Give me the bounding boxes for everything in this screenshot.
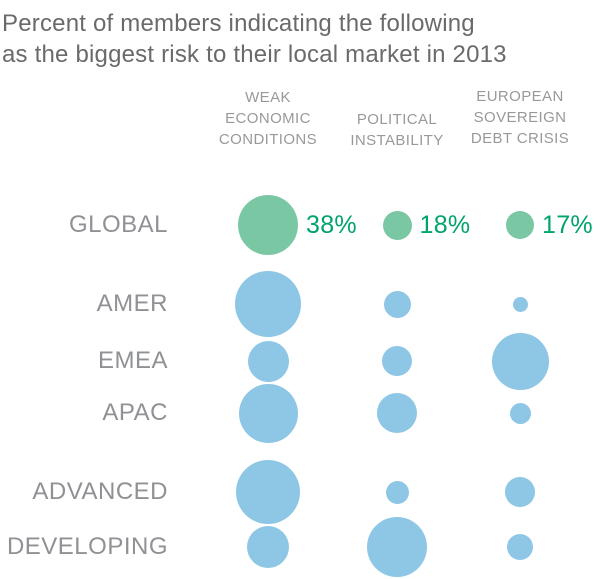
row-label-developing: DEVELOPING [6, 533, 168, 560]
bubble-advanced-political-instability [385, 480, 409, 504]
bubble-developing-european-sovereign-debt-crisis [507, 534, 533, 560]
column-header-line: POLITICAL [356, 111, 438, 128]
bubble-developing-political-instability [367, 517, 427, 577]
column-header-line: EUROPEAN [476, 88, 564, 105]
column-header-line: SOVEREIGN [473, 109, 567, 126]
bubble-advanced-european-sovereign-debt-crisis [505, 477, 535, 507]
bubble-emea-weak-economic-conditions [247, 340, 289, 382]
chart-title-line-2: as the biggest risk to their local marke… [2, 41, 507, 68]
column-header-line: ECONOMIC [225, 110, 311, 127]
bubble-amer-weak-economic-conditions [235, 271, 301, 337]
bubble-apac-political-instability [377, 393, 417, 433]
bubble-developing-weak-economic-conditions [247, 526, 289, 568]
value-label-global-weak-economic-conditions: 38% [306, 211, 357, 239]
bubble-emea-political-instability [382, 346, 412, 376]
column-header-line: WEAK [245, 89, 291, 106]
row-label-emea: EMEA [97, 347, 168, 374]
row-label-global: GLOBAL [68, 211, 168, 238]
value-label-global-political-instability: 18% [419, 211, 471, 239]
column-header-weak-economic-conditions: WEAK ECONOMIC CONDITIONS [188, 87, 348, 150]
column-header-line: DEBT CRISIS [470, 130, 570, 147]
bubble-amer-political-instability [383, 290, 411, 318]
row-label-advanced: ADVANCED [32, 478, 168, 505]
column-header-line: INSTABILITY [350, 132, 444, 149]
bubble-advanced-weak-economic-conditions [236, 460, 300, 524]
bubble-amer-european-sovereign-debt-crisis [512, 296, 528, 312]
chart-title: Percent of members indicating the follow… [2, 8, 582, 70]
chart-title-line-1: Percent of members indicating the follow… [2, 10, 475, 37]
column-header-european-sovereign-debt-crisis: EUROPEAN SOVEREIGN DEBT CRISIS [445, 86, 595, 149]
bubble-emea-european-sovereign-debt-crisis [491, 332, 549, 390]
bubble-global-weak-economic-conditions [238, 195, 298, 255]
value-label-global-european-sovereign-debt-crisis: 17% [542, 211, 593, 239]
column-header-line: CONDITIONS [218, 131, 318, 148]
bubble-apac-weak-economic-conditions [238, 383, 298, 443]
bubble-apac-european-sovereign-debt-crisis [509, 402, 531, 424]
row-label-amer: AMER [96, 290, 168, 317]
row-label-apac: APAC [102, 399, 168, 426]
column-header-political-instability: POLITICAL INSTABILITY [327, 109, 467, 151]
bubble-global-political-instability [382, 210, 412, 240]
bubble-global-european-sovereign-debt-crisis [506, 211, 534, 239]
